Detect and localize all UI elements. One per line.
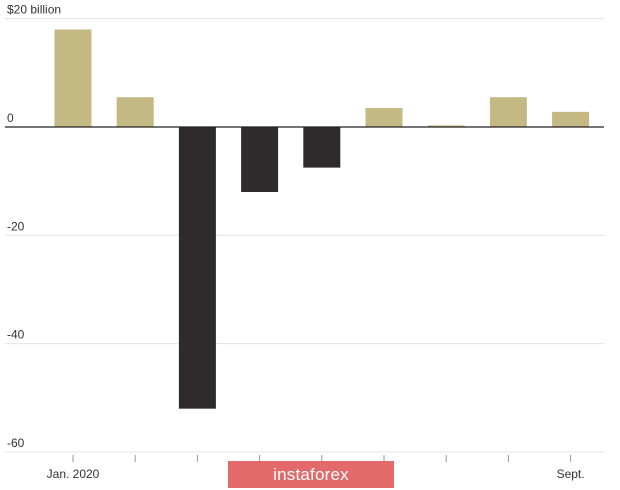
x-tick-label: Sept. xyxy=(557,467,585,481)
y-tick-label: -60 xyxy=(7,436,25,450)
bar xyxy=(365,108,403,127)
bar xyxy=(489,97,527,127)
y-tick-label: -20 xyxy=(7,219,25,233)
x-tick-label: Jan. 2020 xyxy=(47,467,100,481)
bar xyxy=(178,127,216,409)
bar xyxy=(116,97,154,127)
bars xyxy=(54,29,590,409)
watermark-logo: instaforex xyxy=(228,461,394,488)
bar xyxy=(427,125,465,127)
y-tick-label: $20 billion xyxy=(7,3,61,17)
bar xyxy=(54,29,92,127)
y-tick-label: 0 xyxy=(7,111,14,125)
gridlines xyxy=(5,18,604,453)
x-axis xyxy=(5,126,604,462)
bar xyxy=(303,127,341,168)
bar xyxy=(552,111,590,127)
axis-labels: $20 billion 0 -20 -40 -60 Jan. 2020 Sept. xyxy=(7,3,585,481)
bar xyxy=(241,127,279,192)
y-tick-label: -40 xyxy=(7,328,25,342)
